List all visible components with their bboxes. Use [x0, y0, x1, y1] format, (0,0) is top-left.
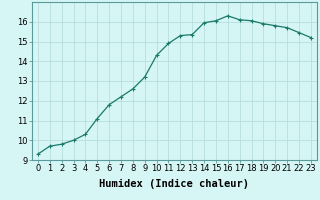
X-axis label: Humidex (Indice chaleur): Humidex (Indice chaleur) [100, 179, 249, 189]
